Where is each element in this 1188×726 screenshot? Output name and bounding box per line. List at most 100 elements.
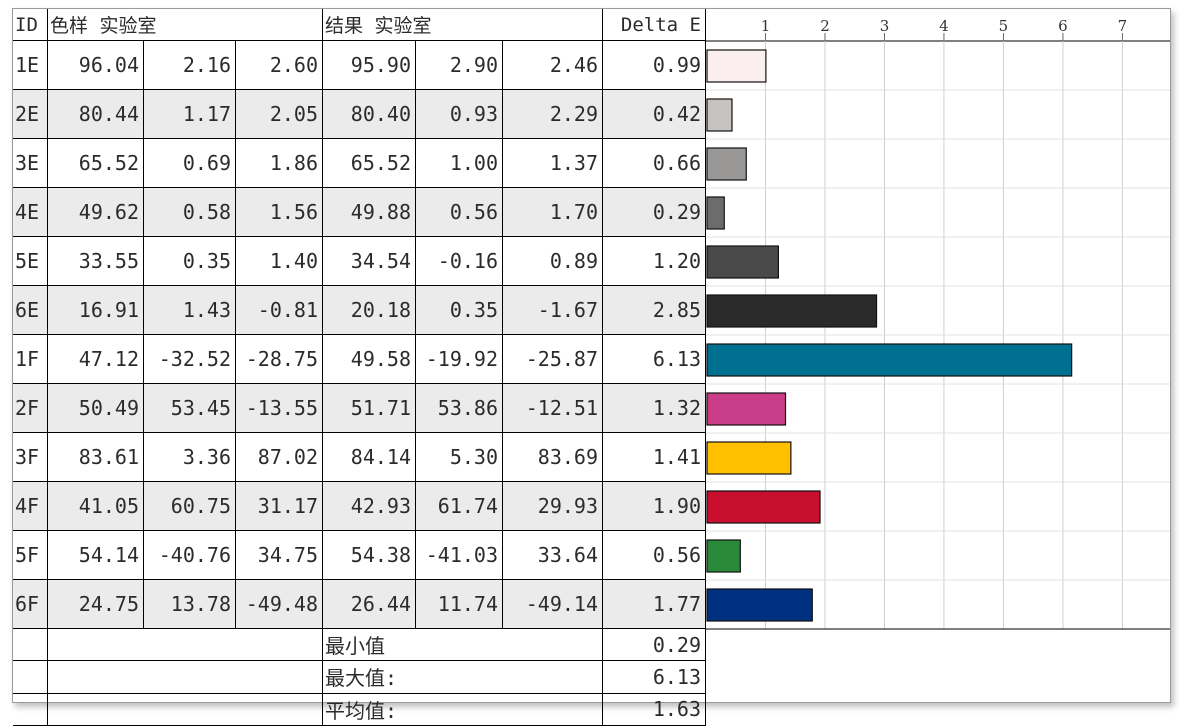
result-lab-value: 49.88	[323, 188, 416, 237]
bar-5F	[706, 539, 741, 573]
tick-label: 6	[1058, 17, 1068, 35]
header-result-lab: 结果 实验室	[323, 9, 603, 41]
header-delta-e: Delta E	[603, 9, 706, 41]
summary-value: 1.63	[603, 693, 706, 726]
table-row: 5E 33.55 0.35 1.40 34.54 -0.16 0.89 1.20	[13, 237, 706, 286]
summary-empty-sample	[48, 693, 323, 726]
sample-lab-value: 50.49	[48, 384, 144, 433]
tick-label: 7	[1118, 17, 1128, 35]
delta-e-chart: 1 2 3 4 5 6 7	[706, 9, 1170, 702]
sample-lab-value: 1.86	[236, 139, 323, 188]
sample-lab-value: 31.17	[236, 482, 323, 531]
delta-e-value: 1.41	[603, 433, 706, 482]
bar-2F	[706, 392, 787, 426]
sample-lab-value: 33.55	[48, 237, 144, 286]
table-row: 1E 96.04 2.16 2.60 95.90 2.90 2.46 0.99	[13, 41, 706, 90]
table-header: ID 色样 实验室 结果 实验室 Delta E	[13, 9, 706, 41]
table-row: 4F 41.05 60.75 31.17 42.93 61.74 29.93 1.90	[13, 482, 706, 531]
report-panel: ID 色样 实验室 结果 实验室 Delta E 1E 96.04 2.16 2.60 95.9…	[12, 8, 1171, 726]
result-lab-value: 5.30	[416, 433, 503, 482]
result-lab-value: 33.64	[503, 531, 603, 580]
bar-5E	[706, 245, 779, 279]
sample-lab-value: 87.02	[236, 433, 323, 482]
sample-lab-value: 1.40	[236, 237, 323, 286]
row-id: 5E	[13, 237, 48, 286]
delta-e-value: 0.66	[603, 139, 706, 188]
result-lab-value: 61.74	[416, 482, 503, 531]
result-lab-value: -0.16	[416, 237, 503, 286]
bar-1F	[706, 343, 1073, 377]
result-lab-value: 2.46	[503, 41, 603, 90]
sample-lab-value: 0.58	[144, 188, 236, 237]
sample-lab-value: -0.81	[236, 286, 323, 335]
bar-6F	[706, 588, 813, 622]
result-lab-value: -12.51	[503, 384, 603, 433]
tick-label: 2	[820, 17, 830, 35]
summary-empty-sample	[48, 629, 323, 662]
summary-empty-id	[13, 693, 48, 726]
delta-e-value: 0.99	[603, 41, 706, 90]
table-row: 4E 49.62 0.58 1.56 49.88 0.56 1.70 0.29	[13, 188, 706, 237]
sample-lab-value: 96.04	[48, 41, 144, 90]
sample-lab-value: -32.52	[144, 335, 236, 384]
result-lab-value: 42.93	[323, 482, 416, 531]
delta-e-value: 1.90	[603, 482, 706, 531]
summary-row: 最大值: 6.13	[13, 661, 706, 694]
row-id: 4E	[13, 188, 48, 237]
result-lab-value: 80.40	[323, 90, 416, 139]
result-lab-value: 49.58	[323, 335, 416, 384]
table-row: 3F 83.61 3.36 87.02 84.14 5.30 83.69 1.41	[13, 433, 706, 482]
sample-lab-value: 2.05	[236, 90, 323, 139]
sample-lab-value: 54.14	[48, 531, 144, 580]
summary-row: 平均值: 1.63	[13, 693, 706, 726]
result-lab-value: 2.29	[503, 90, 603, 139]
sample-lab-value: 80.44	[48, 90, 144, 139]
summary-empty-sample	[48, 661, 323, 694]
table-row: 6E 16.91 1.43 -0.81 20.18 0.35 -1.67 2.85	[13, 286, 706, 335]
delta-e-bar-chart: 1 2 3 4 5 6 7	[706, 17, 1170, 630]
result-lab-value: 0.89	[503, 237, 603, 286]
bar-3E	[706, 147, 747, 181]
result-lab-value: -19.92	[416, 335, 503, 384]
bar-2E	[706, 98, 733, 132]
table-row: 1F 47.12 -32.52 -28.75 49.58 -19.92 -25.87 6.13	[13, 335, 706, 384]
result-lab-value: 29.93	[503, 482, 603, 531]
header-id: ID	[13, 9, 48, 41]
row-id: 6E	[13, 286, 48, 335]
result-lab-value: 26.44	[323, 580, 416, 629]
delta-e-value: 6.13	[603, 335, 706, 384]
bar-6E	[706, 294, 878, 328]
sample-lab-value: 60.75	[144, 482, 236, 531]
result-lab-value: 11.74	[416, 580, 503, 629]
row-id: 5F	[13, 531, 48, 580]
row-id: 1E	[13, 41, 48, 90]
bar-3F	[706, 441, 792, 475]
row-id: 6F	[13, 580, 48, 629]
row-id: 2E	[13, 90, 48, 139]
table-row: 5F 54.14 -40.76 34.75 54.38 -41.03 33.64 0.56	[13, 531, 706, 580]
sample-lab-value: 0.35	[144, 237, 236, 286]
row-id: 2F	[13, 384, 48, 433]
tick-label: 5	[999, 17, 1009, 35]
bar-1E	[706, 49, 767, 83]
result-lab-value: 95.90	[323, 41, 416, 90]
sample-lab-value: 24.75	[48, 580, 144, 629]
table-row: 2E 80.44 1.17 2.05 80.40 0.93 2.29 0.42	[13, 90, 706, 139]
sample-lab-value: -13.55	[236, 384, 323, 433]
row-id: 3F	[13, 433, 48, 482]
tick-label: 4	[939, 17, 949, 35]
sample-lab-value: 1.56	[236, 188, 323, 237]
result-lab-value: 51.71	[323, 384, 416, 433]
result-lab-value: 1.37	[503, 139, 603, 188]
summary-empty-id	[13, 661, 48, 694]
delta-e-value: 0.56	[603, 531, 706, 580]
result-lab-value: 84.14	[323, 433, 416, 482]
sample-lab-value: 0.69	[144, 139, 236, 188]
table-row: 2F 50.49 53.45 -13.55 51.71 53.86 -12.51 1.32	[13, 384, 706, 433]
summary-label: 平均值:	[323, 693, 603, 726]
result-lab-value: 0.93	[416, 90, 503, 139]
sample-lab-value: -28.75	[236, 335, 323, 384]
tick-label: 3	[880, 17, 890, 35]
header-sample-lab: 色样 实验室	[48, 9, 323, 41]
sample-lab-value: 2.60	[236, 41, 323, 90]
